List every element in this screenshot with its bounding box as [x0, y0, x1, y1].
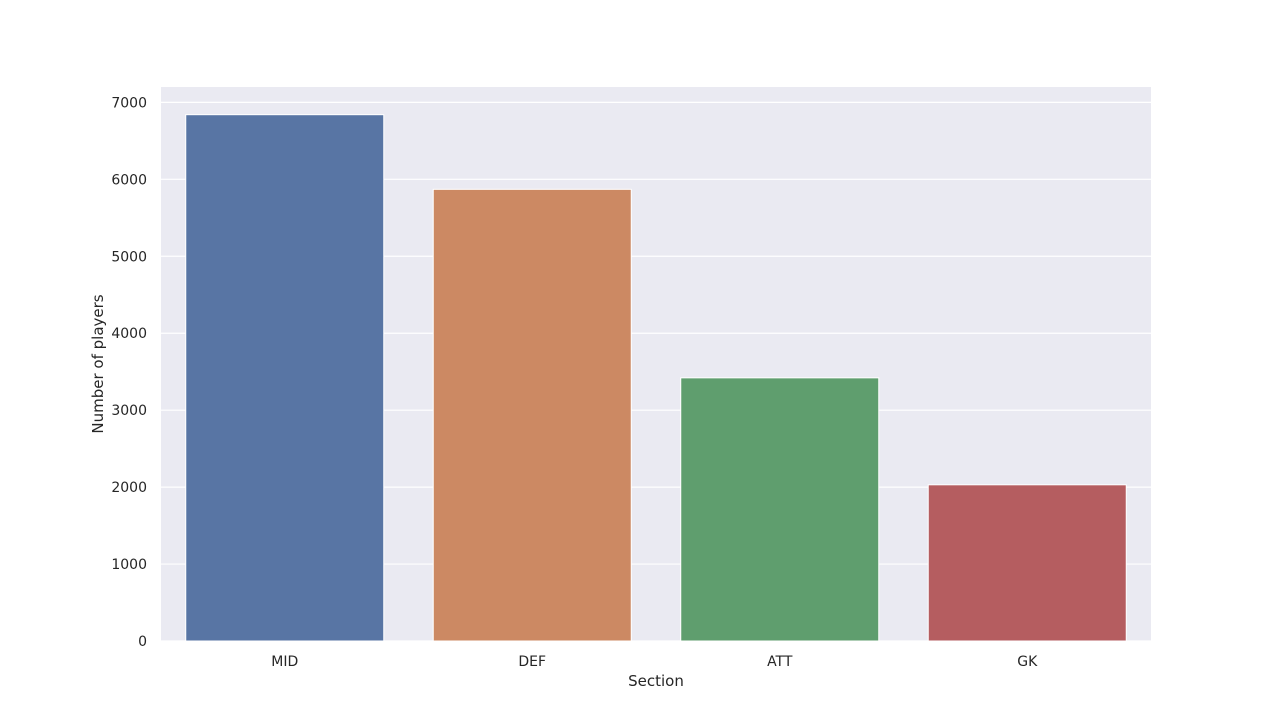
y-tick-label: 7000	[111, 95, 147, 111]
x-axis-ticks: MID DEF ATT GK	[271, 654, 1038, 670]
x-tick-label: ATT	[767, 654, 793, 670]
x-axis-label: Section	[628, 672, 684, 690]
y-axis-ticks: 0 1000 2000 3000 4000 5000 6000 7000	[111, 95, 147, 650]
y-axis-label: Number of players	[89, 294, 107, 433]
y-tick-label: 4000	[111, 326, 147, 342]
y-tick-label: 5000	[111, 249, 147, 265]
y-tick-label: 0	[138, 634, 147, 650]
x-tick-label: GK	[1017, 654, 1038, 670]
y-tick-label: 1000	[111, 557, 147, 573]
y-tick-label: 3000	[111, 403, 147, 419]
bar-gk	[927, 484, 1127, 642]
x-tick-label: DEF	[518, 654, 546, 670]
bar-att	[680, 377, 880, 642]
y-tick-label: 6000	[111, 172, 147, 188]
bars	[185, 114, 1127, 642]
y-tick-label: 2000	[111, 480, 147, 496]
x-tick-label: MID	[271, 654, 298, 670]
bar-def	[432, 188, 632, 642]
bar-mid	[185, 114, 385, 642]
